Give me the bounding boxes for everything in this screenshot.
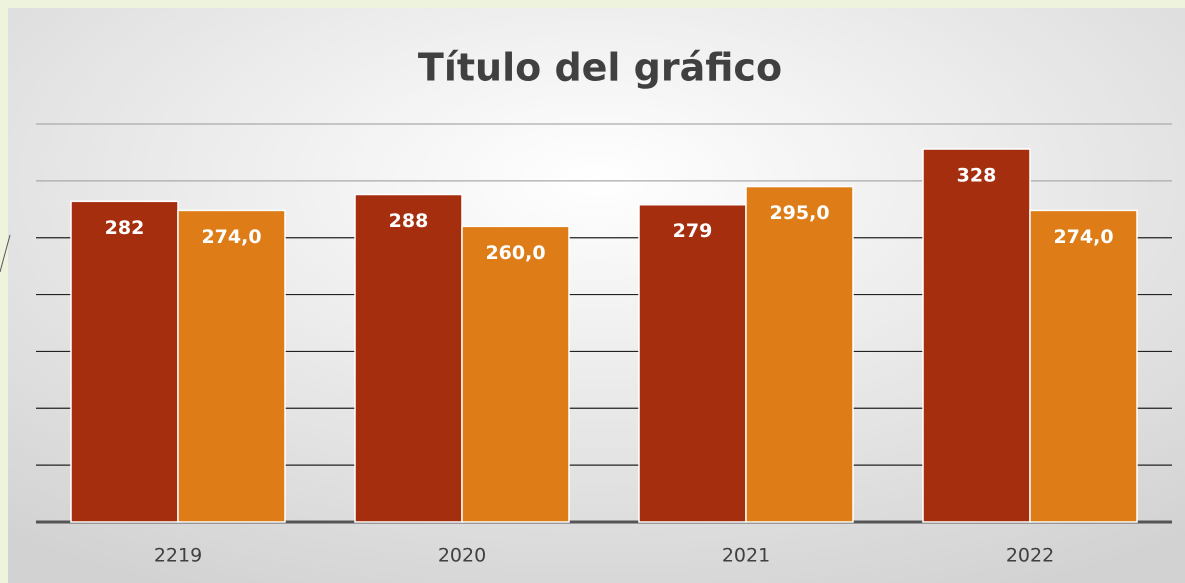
- data-label: 274,0: [201, 226, 261, 248]
- x-tick-label: 2020: [438, 545, 486, 567]
- data-label: 274,0: [1053, 226, 1113, 248]
- data-label: 279: [673, 220, 713, 242]
- data-label: 282: [105, 217, 145, 239]
- data-label: 328: [957, 165, 997, 187]
- bar: [922, 148, 1031, 523]
- chart-title: Título del gráfico: [418, 46, 782, 90]
- bar: [638, 203, 747, 523]
- bar: [177, 209, 286, 523]
- data-label: 295,0: [769, 202, 829, 224]
- bar: [354, 193, 463, 523]
- data-label: 288: [389, 210, 429, 232]
- bar: [461, 225, 570, 523]
- bar: [70, 200, 179, 523]
- x-tick-label: 2021: [722, 545, 770, 567]
- x-tick-label: 2022: [1006, 545, 1054, 567]
- x-tick-label: 2219: [154, 545, 202, 567]
- bar: [745, 185, 854, 523]
- data-label: 260,0: [485, 242, 545, 264]
- decoration: [0, 234, 11, 273]
- bar: [1029, 209, 1138, 523]
